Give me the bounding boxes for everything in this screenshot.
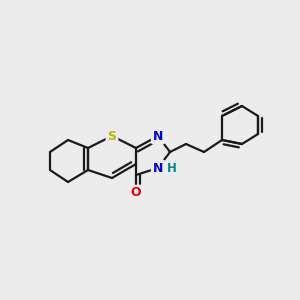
Text: H: H bbox=[167, 161, 177, 175]
Text: N: N bbox=[153, 161, 163, 175]
Text: S: S bbox=[107, 130, 116, 142]
Text: N: N bbox=[153, 130, 163, 142]
Text: O: O bbox=[131, 187, 141, 200]
